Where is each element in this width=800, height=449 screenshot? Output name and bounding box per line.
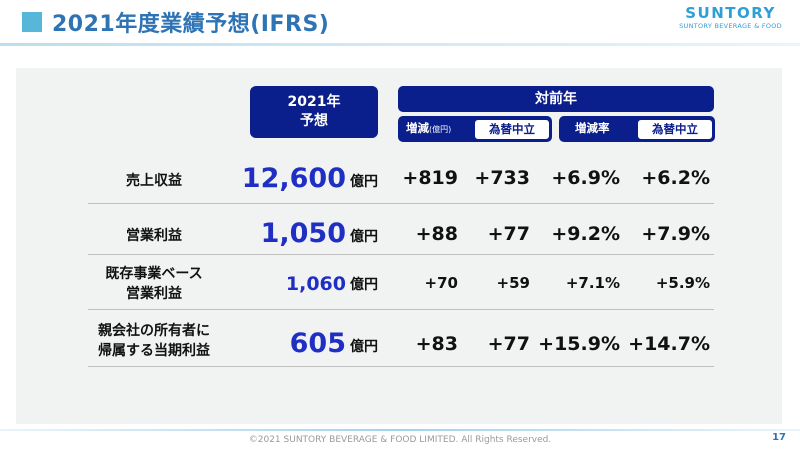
row-divider xyxy=(88,254,714,255)
unit-net-income: 億円 xyxy=(350,339,378,355)
row-label-existing-line1: 既存事業ベース xyxy=(105,266,203,282)
inc-operating-income: +88 xyxy=(415,223,458,245)
title-square-icon xyxy=(22,12,42,32)
forecast-header: 2021年 予想 xyxy=(250,86,378,138)
forecast-header-line2: 予想 xyxy=(300,113,328,129)
suntory-logo: SUNTORY SUNTORY BEVERAGE & FOOD xyxy=(679,5,782,31)
rate-revenue: +6.9% xyxy=(551,167,620,189)
increase-label: 増減 xyxy=(406,121,429,135)
value-operating-income: 1,050 xyxy=(260,218,346,249)
prev-year-header: 対前年 xyxy=(398,86,714,112)
value-net-income: 605 xyxy=(289,328,346,359)
rate-operating-income: +9.2% xyxy=(551,223,620,245)
logo-main-text: SUNTORY xyxy=(685,4,776,22)
rate-header-group: 増減率 為替中立 xyxy=(559,116,715,142)
value-revenue: 12,600 xyxy=(241,163,346,194)
inc-revenue: +819 xyxy=(402,167,458,189)
inc-existing-business: +70 xyxy=(424,274,458,292)
fx-neutral-header-2: 為替中立 xyxy=(637,119,713,140)
rate-fx-net-income: +14.7% xyxy=(628,333,710,355)
rate-fx-operating-income: +7.9% xyxy=(641,223,710,245)
title-bar: 2021年度業績予想(IFRS) xyxy=(0,0,800,46)
unit-existing-business: 億円 xyxy=(350,277,378,293)
copyright-text: ©2021 SUNTORY BEVERAGE & FOOD LIMITED. A… xyxy=(248,435,552,445)
page-number: 17 xyxy=(772,432,786,443)
title-underline xyxy=(0,43,800,46)
increase-header: 増減(億円) xyxy=(406,116,451,140)
value-existing-business: 1,060 xyxy=(285,273,346,295)
unit-operating-income: 億円 xyxy=(350,229,378,245)
inc-fx-net-income: +77 xyxy=(487,333,530,355)
increase-header-group: 増減(億円) 為替中立 xyxy=(398,116,552,142)
row-label-operating-income: 営業利益 xyxy=(126,228,182,244)
inc-fx-operating-income: +77 xyxy=(487,223,530,245)
fx-neutral-header-1: 為替中立 xyxy=(474,119,550,140)
inc-fx-existing-business: +59 xyxy=(496,274,530,292)
row-label-net-income: 親会社の所有者に 帰属する当期利益 xyxy=(44,321,264,361)
rate-header: 増減率 xyxy=(575,121,610,135)
row-divider xyxy=(88,366,714,367)
slide-title: 2021年度業績予想(IFRS) xyxy=(52,12,330,37)
rate-fx-existing-business: +5.9% xyxy=(655,274,710,292)
row-divider xyxy=(88,309,714,310)
row-label-revenue: 売上収益 xyxy=(126,173,182,189)
rate-net-income: +15.9% xyxy=(538,333,620,355)
row-label-net-line2: 帰属する当期利益 xyxy=(98,343,210,359)
unit-revenue: 億円 xyxy=(350,174,378,190)
row-label-net-line1: 親会社の所有者に xyxy=(98,323,210,339)
inc-fx-revenue: +733 xyxy=(474,167,530,189)
footer: ©2021 SUNTORY BEVERAGE & FOOD LIMITED. A… xyxy=(0,429,800,449)
footer-line xyxy=(0,429,800,431)
increase-unit-label: (億円) xyxy=(429,125,452,134)
row-label-existing-line2: 営業利益 xyxy=(126,286,182,302)
row-divider xyxy=(88,203,714,204)
rate-fx-revenue: +6.2% xyxy=(641,167,710,189)
forecast-header-line1: 2021年 xyxy=(287,94,341,110)
inc-net-income: +83 xyxy=(415,333,458,355)
row-label-existing-business: 既存事業ベース 営業利益 xyxy=(44,264,264,304)
rate-existing-business: +7.1% xyxy=(565,274,620,292)
logo-sub-text: SUNTORY BEVERAGE & FOOD xyxy=(679,22,782,30)
